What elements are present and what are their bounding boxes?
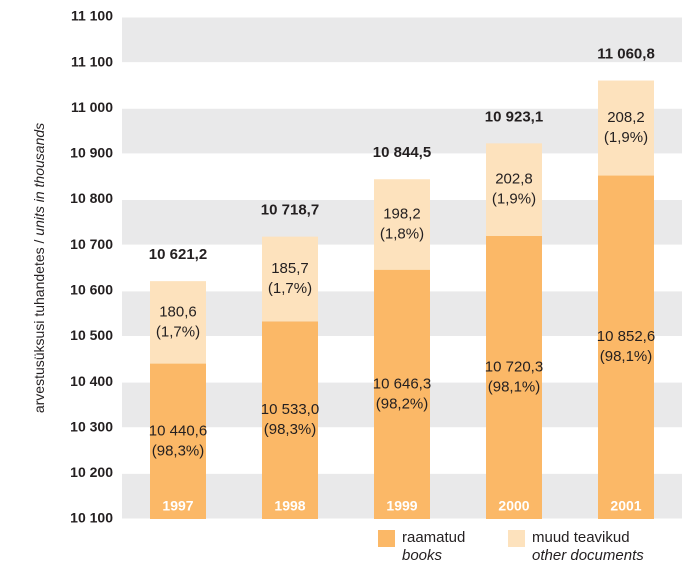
bar-segment [598,80,654,176]
value-label: 185,7 [271,260,309,277]
x-tick-label: 2000 [498,498,529,514]
y-tick-label: 10 700 [70,236,113,252]
value-label: 10 852,6 [597,328,655,345]
y-tick-label: 10 900 [70,145,113,161]
x-tick-label: 1999 [386,498,417,514]
y-tick-label: 10 600 [70,282,113,298]
bar-segment [262,236,318,322]
total-label: 11 060,8 [597,45,655,62]
legend-label-en: other documents [532,547,644,564]
y-axis-label: arvestusüksusi tuhandetes / units in tho… [31,123,47,413]
y-tick-label: 10 800 [70,190,113,206]
y-tick-label: 10 100 [70,510,113,526]
total-label: 10 621,2 [149,246,207,263]
value-label: 208,2 [607,109,645,126]
share-label: (98,3%) [152,442,205,459]
grid-band [122,108,682,154]
share-label: (98,3%) [264,421,317,438]
value-label: 10 720,3 [485,358,543,375]
bar-segment [374,179,430,270]
y-tick-label: 10 400 [70,373,113,389]
value-label: 198,2 [383,205,421,222]
legend-label: muud teavikud [532,529,630,546]
legend-swatch [508,530,525,547]
bar-segment [486,143,542,236]
y-label-en: units in thousands [31,123,47,236]
y-tick-label: 10 200 [70,464,113,480]
bar-segment [374,269,430,519]
share-label: (1,9%) [604,129,648,146]
value-label: 10 533,0 [261,401,319,418]
value-label: 202,8 [495,171,533,188]
bar-segment [486,235,542,519]
total-label: 10 923,1 [485,108,543,125]
value-label: 10 440,6 [149,422,207,439]
legend-label: raamatud [402,529,465,546]
share-label: (98,2%) [376,395,429,412]
x-tick-label: 1998 [274,498,305,514]
bar-segment [598,175,654,520]
share-label: (1,8%) [380,225,424,242]
x-tick-label: 2001 [610,498,641,514]
total-label: 10 844,5 [373,144,431,161]
value-label: 180,6 [159,303,197,320]
y-tick-label: 11 100 [71,8,113,24]
share-label: (1,7%) [156,323,200,340]
value-label: 10 646,3 [373,375,431,392]
bar-segment [150,281,206,364]
bar-segment [150,363,206,519]
share-label: (1,7%) [268,280,312,297]
x-tick-label: 1997 [162,498,193,514]
total-label: 10 718,7 [261,202,319,219]
share-label: (98,1%) [600,348,653,365]
y-tick-label: 11 000 [71,99,113,115]
legend-swatch [378,530,395,547]
grid-band [122,17,682,63]
y-label-et: arvestusüksusi tuhandetes / [31,239,47,413]
legend-label-en: books [402,547,443,564]
bar-segment [262,321,318,519]
y-tick-label: 10 300 [70,418,113,434]
share-label: (98,1%) [488,378,541,395]
y-tick-label: 10 500 [70,327,113,343]
y-tick-label: 11 100 [71,53,113,69]
share-label: (1,9%) [492,191,536,208]
